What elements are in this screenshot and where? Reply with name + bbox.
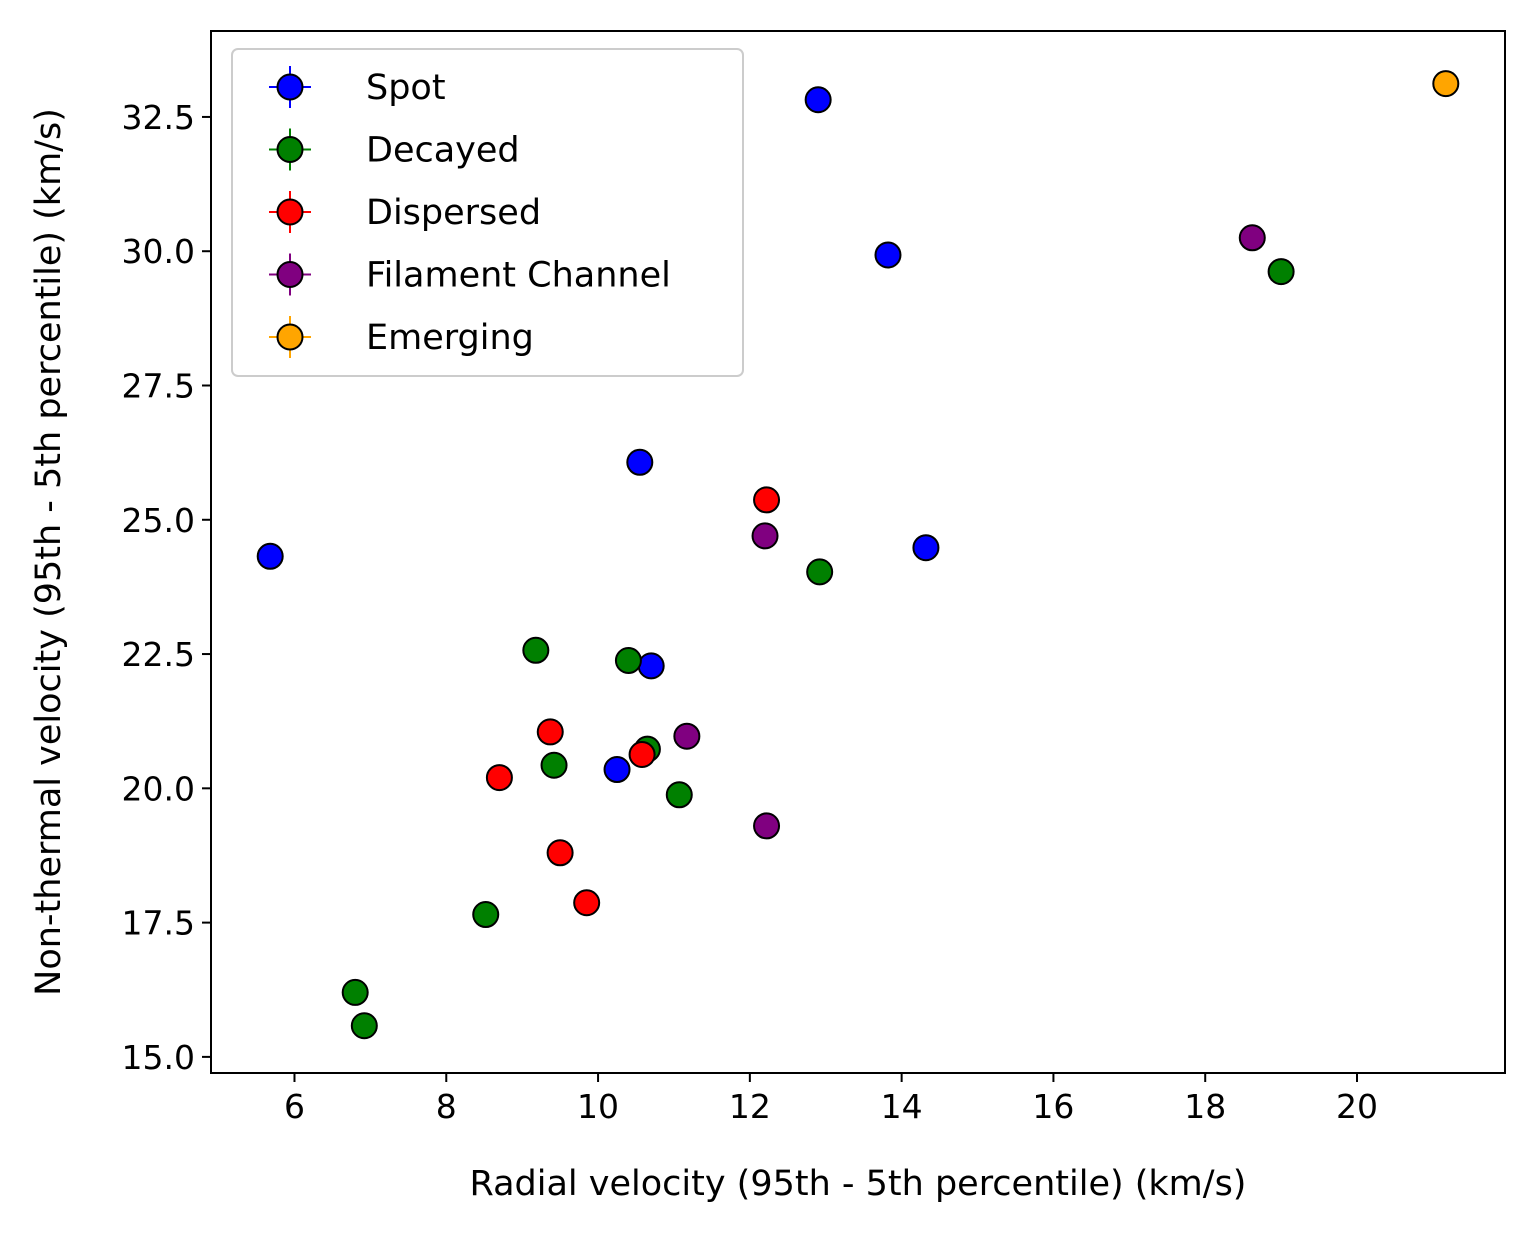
- data-point-dispersed: [536, 718, 564, 746]
- data-point-decayed: [1267, 258, 1295, 286]
- x-tick-label: 12: [729, 1087, 771, 1126]
- x-tick-label: 20: [1336, 1087, 1378, 1126]
- data-point-emerging: [1432, 70, 1460, 98]
- data-point-decayed: [665, 781, 693, 809]
- y-axis-ticks: 15.0 17.5 20.0 22.5 25.0 27.5 30.0 32.5: [122, 98, 211, 1077]
- data-point-spot: [626, 448, 654, 476]
- x-axis-label: Radial velocity (95th - 5th percentile) …: [470, 1164, 1247, 1204]
- legend-entry-emerging: Emerging: [269, 316, 534, 358]
- y-tick-label: 15.0: [122, 1038, 195, 1077]
- data-point-spot: [874, 241, 902, 269]
- y-tick-label: 22.5: [122, 635, 195, 674]
- data-point-decayed: [540, 751, 568, 779]
- x-tick-label: 10: [577, 1087, 619, 1126]
- legend-marker: [276, 261, 304, 288]
- x-tick-label: 18: [1184, 1087, 1226, 1126]
- y-tick-label: 27.5: [122, 366, 195, 405]
- y-tick-label: 25.0: [122, 501, 195, 540]
- data-point-filament-channel: [673, 722, 701, 750]
- data-point-decayed: [522, 636, 550, 664]
- legend-frame: [231, 48, 744, 377]
- data-point-dispersed: [628, 740, 656, 768]
- data-point-spot: [603, 756, 631, 784]
- legend: Spot Decayed Dispersed Filament Channel Emer…: [231, 48, 744, 377]
- data-point-spot: [804, 86, 832, 114]
- data-point-filament-channel: [753, 812, 781, 840]
- data-point-dispersed: [753, 486, 781, 514]
- y-tick-label: 20.0: [122, 769, 195, 808]
- x-tick-label: 14: [881, 1087, 923, 1126]
- data-point-decayed: [341, 978, 369, 1006]
- data-point-decayed: [472, 901, 500, 929]
- y-axis-label: Non-thermal velocity (95th - 5th percent…: [29, 108, 69, 996]
- legend-label: Decayed: [366, 131, 520, 171]
- y-tick-label: 32.5: [122, 98, 195, 137]
- legend-marker: [276, 136, 304, 163]
- data-point-dispersed: [546, 839, 574, 867]
- legend-label: Emerging: [366, 318, 534, 358]
- x-axis-ticks: 6 8 10 12 14 16 18 20: [284, 1073, 1378, 1126]
- x-tick-label: 16: [1032, 1087, 1074, 1126]
- y-tick-label: 30.0: [122, 232, 195, 271]
- data-points: [256, 70, 1460, 1040]
- legend-entry-decayed: Decayed: [269, 128, 520, 171]
- plot-frame: [210, 30, 1506, 1074]
- data-point-dispersed: [573, 889, 601, 917]
- legend-marker: [276, 73, 304, 101]
- x-tick-label: 8: [436, 1087, 457, 1126]
- data-point-decayed: [350, 1012, 378, 1040]
- legend-entry-filament-channel: Filament Channel: [269, 253, 671, 296]
- legend-label: Filament Channel: [366, 256, 671, 296]
- data-point-spot: [637, 652, 665, 680]
- legend-marker: [276, 198, 304, 226]
- x-tick-label: 6: [284, 1087, 305, 1126]
- legend-label: Dispersed: [366, 193, 541, 233]
- legend-entry-dispersed: Dispersed: [269, 191, 541, 233]
- legend-label: Spot: [366, 68, 446, 108]
- data-point-decayed: [614, 646, 642, 674]
- data-point-filament-channel: [751, 522, 779, 550]
- legend-marker: [276, 323, 304, 351]
- data-point-filament-channel: [1238, 224, 1266, 252]
- legend-entry-spot: Spot: [269, 66, 446, 108]
- data-point-spot: [912, 534, 940, 562]
- y-tick-label: 17.5: [122, 904, 195, 943]
- data-point-decayed: [806, 558, 834, 586]
- data-point-spot: [256, 542, 284, 570]
- data-point-dispersed: [485, 764, 513, 792]
